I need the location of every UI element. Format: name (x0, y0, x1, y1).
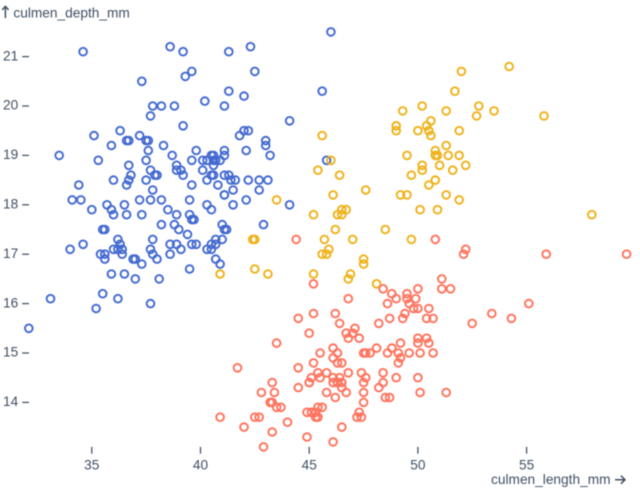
svg-text:18: 18 (3, 197, 19, 212)
svg-text:20: 20 (3, 98, 19, 113)
svg-text:culmen_length_mm: culmen_length_mm (491, 472, 610, 487)
svg-text:14: 14 (3, 394, 19, 409)
svg-text:50: 50 (410, 457, 426, 472)
svg-text:45: 45 (302, 457, 318, 472)
svg-text:35: 35 (84, 457, 100, 472)
svg-text:21: 21 (3, 48, 18, 63)
svg-text:17: 17 (3, 246, 18, 261)
svg-text:55: 55 (519, 457, 535, 472)
svg-text:40: 40 (193, 457, 209, 472)
svg-text:19: 19 (3, 147, 18, 162)
svg-text:16: 16 (3, 295, 19, 310)
svg-text:15: 15 (3, 345, 19, 360)
svg-text:culmen_depth_mm: culmen_depth_mm (13, 5, 129, 20)
